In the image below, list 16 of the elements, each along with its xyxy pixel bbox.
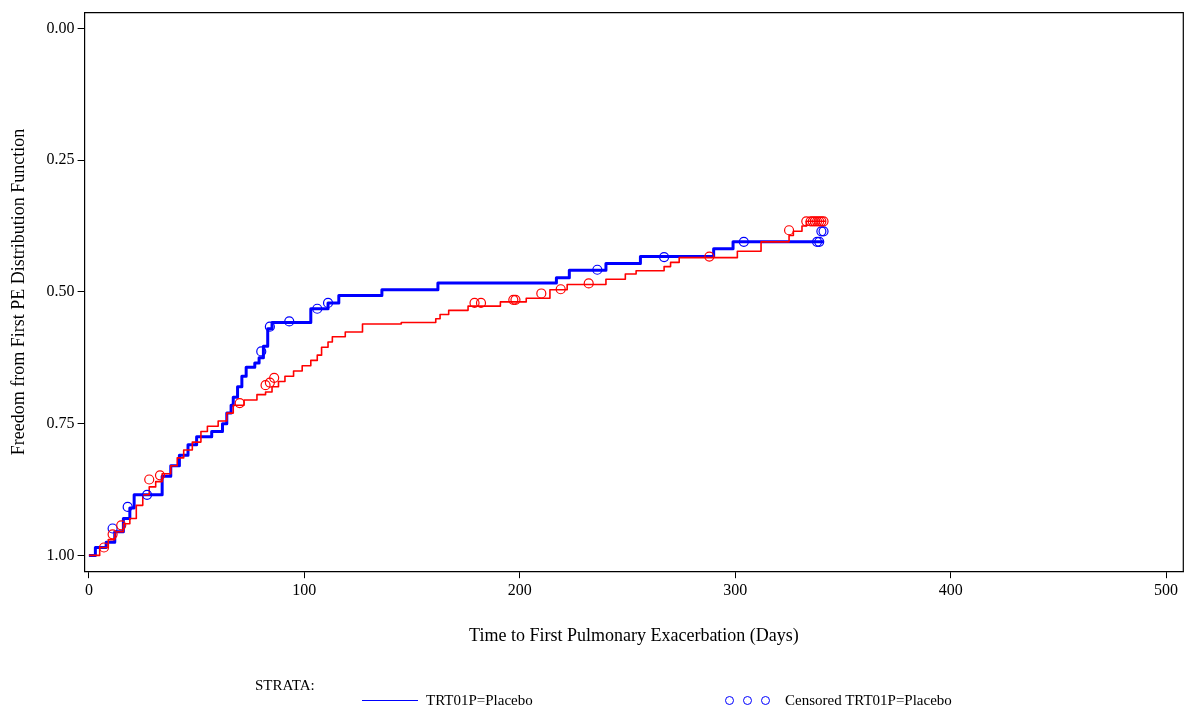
x-axis-title: Time to First Pulmonary Exacerbation (Days) bbox=[469, 624, 799, 646]
y-tick-label: 0.25 bbox=[46, 150, 75, 168]
legend-label: TRT01P=Placebo bbox=[426, 692, 533, 709]
y-tick-label: 0.75 bbox=[46, 413, 75, 431]
y-tick-label: 1.00 bbox=[46, 545, 75, 563]
y-axis-title: Freedom from First PE Distribution Function bbox=[7, 128, 28, 456]
y-tick-label: 0.00 bbox=[46, 18, 75, 36]
y-tick-label: 0.50 bbox=[46, 282, 75, 300]
x-tick-label: 100 bbox=[292, 581, 317, 598]
legend-title: STRATA: bbox=[255, 677, 315, 694]
x-tick-label: 300 bbox=[723, 581, 748, 598]
x-tick-label: 500 bbox=[1154, 581, 1179, 598]
legend-label: Censored TRT01P=Placebo bbox=[785, 692, 952, 709]
x-tick-label: 200 bbox=[507, 581, 532, 598]
x-tick-label: 400 bbox=[938, 581, 963, 598]
x-tick-label: 0 bbox=[84, 581, 93, 598]
